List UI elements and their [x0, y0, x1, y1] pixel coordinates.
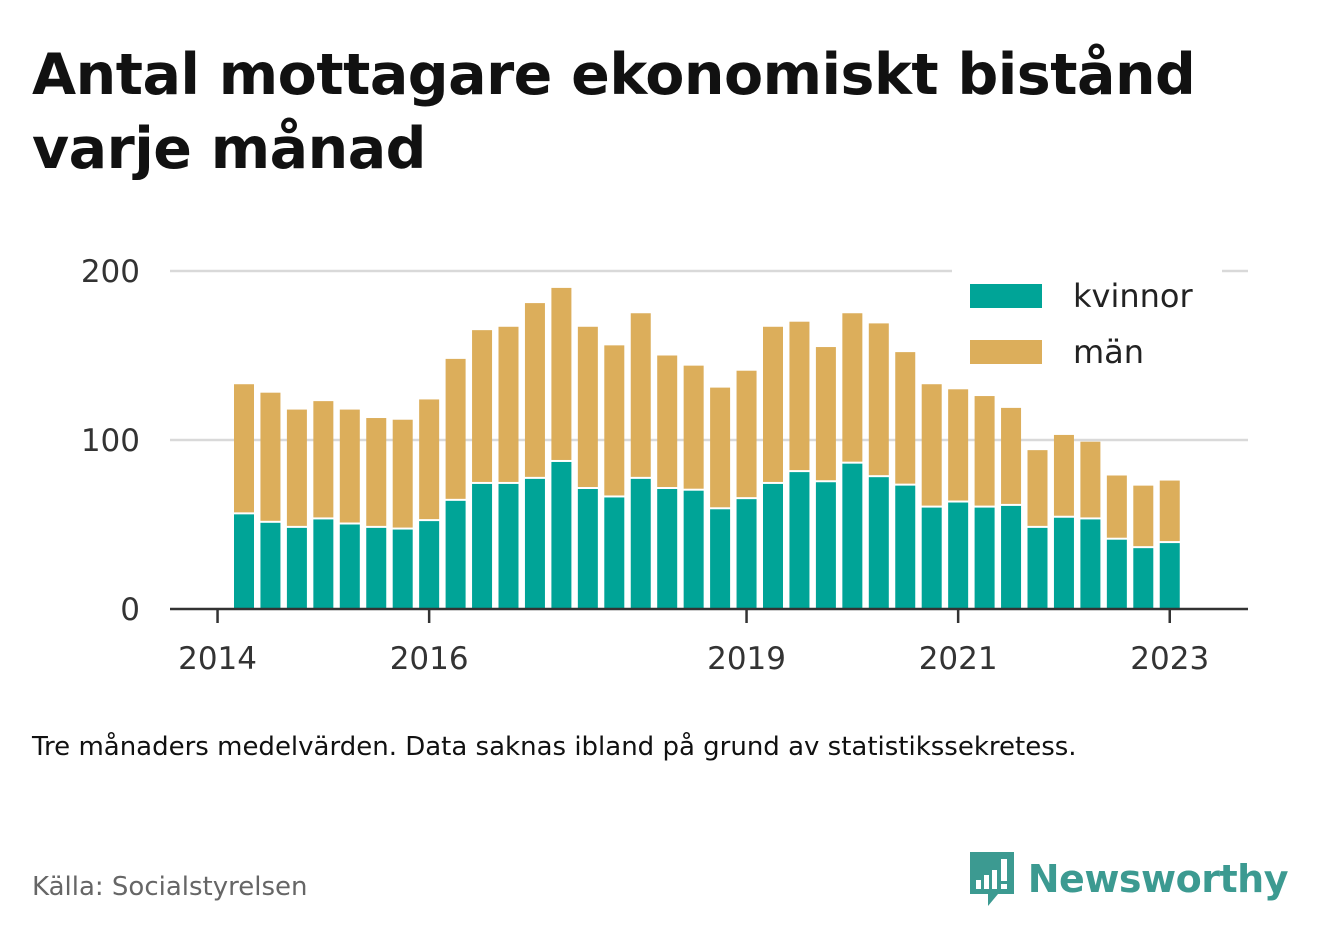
- bar-man: [260, 392, 281, 521]
- brand-logo: Newsworthy: [968, 850, 1289, 908]
- bar-man: [974, 396, 995, 506]
- bar-man: [551, 287, 572, 460]
- bar-kvinnor: [815, 482, 836, 609]
- bar-kvinnor: [551, 461, 572, 609]
- x-tick-label: 2023: [1130, 641, 1209, 677]
- bar-man: [815, 347, 836, 481]
- bar-man: [234, 384, 254, 513]
- bar-man: [948, 389, 969, 501]
- bar-man: [577, 326, 598, 488]
- bar-man: [1133, 485, 1154, 547]
- bar-man: [339, 409, 360, 523]
- bar-kvinnor: [974, 507, 995, 609]
- brand-name: Newsworthy: [1027, 857, 1289, 901]
- x-tick-label: 2016: [390, 641, 469, 677]
- bar-kvinnor: [921, 507, 942, 609]
- bar-man: [789, 321, 810, 471]
- bar-kvinnor: [472, 483, 493, 609]
- source-label: Källa: Socialstyrelsen: [32, 872, 308, 902]
- bar-man: [763, 326, 783, 482]
- chart-note: Tre månaders medelvärden. Data saknas ib…: [32, 732, 1077, 762]
- x-tick-label: 2014: [178, 641, 257, 677]
- bar-kvinnor: [948, 502, 969, 609]
- bar-man: [1027, 450, 1048, 526]
- bar-man: [1080, 441, 1101, 518]
- bar-man: [498, 326, 519, 482]
- bar-kvinnor: [339, 524, 360, 609]
- bar-kvinnor: [498, 483, 519, 609]
- bar-kvinnor: [683, 490, 704, 609]
- bar-man: [630, 313, 651, 477]
- bar-kvinnor: [630, 478, 651, 609]
- bar-kvinnor: [1159, 543, 1180, 609]
- bar-man: [392, 419, 413, 528]
- bar-kvinnor: [1001, 505, 1022, 609]
- bar-kvinnor: [868, 477, 889, 609]
- bar-kvinnor: [842, 463, 863, 609]
- bar-man: [657, 355, 678, 488]
- x-tick-label: 2019: [707, 641, 786, 677]
- bar-man: [710, 387, 731, 508]
- legend-swatch-kvinnor: [970, 284, 1042, 308]
- bar-kvinnor: [313, 519, 334, 609]
- bar-kvinnor: [1027, 527, 1048, 609]
- bar-kvinnor: [895, 485, 916, 609]
- bar-kvinnor: [763, 483, 783, 609]
- bar-kvinnor: [1106, 539, 1127, 609]
- bar-kvinnor: [445, 500, 466, 609]
- bar-kvinnor: [710, 509, 731, 609]
- bar-man: [736, 370, 757, 498]
- bar-man: [1106, 475, 1127, 538]
- bar-kvinnor: [392, 529, 413, 609]
- bar-kvinnor: [419, 521, 440, 609]
- bar-man: [868, 323, 889, 476]
- bar-kvinnor: [1053, 517, 1074, 609]
- bar-kvinnor: [524, 478, 545, 609]
- bar-man: [419, 399, 440, 520]
- y-tick-label: 100: [81, 423, 140, 459]
- legend: kvinnor män: [952, 268, 1222, 378]
- newsworthy-logo-icon: [969, 852, 1014, 906]
- bar-man: [286, 409, 307, 526]
- chart-title: Antal mottagare ekonomiskt bistånd varje…: [32, 42, 1196, 182]
- bar-man: [895, 352, 916, 484]
- bar-kvinnor: [789, 472, 810, 609]
- bars: [234, 287, 1180, 609]
- bar-kvinnor: [577, 489, 598, 609]
- y-tick-label: 0: [120, 592, 140, 628]
- legend-label-man: män: [1073, 333, 1144, 371]
- bar-kvinnor: [286, 527, 307, 609]
- bar-man: [1001, 407, 1022, 504]
- bar-kvinnor: [736, 499, 757, 609]
- bar-man: [524, 303, 545, 477]
- bar-man: [472, 330, 493, 482]
- bar-man: [683, 365, 704, 489]
- bar-man: [366, 418, 387, 526]
- axis-ticks: 0 100 200 2014 2016 2019 2021 2023: [81, 254, 1209, 677]
- bar-man: [1159, 480, 1180, 542]
- bar-man: [445, 358, 466, 499]
- bar-kvinnor: [1133, 548, 1154, 609]
- bar-man: [921, 384, 942, 506]
- bar-man: [1053, 434, 1074, 516]
- bar-kvinnor: [1080, 519, 1101, 609]
- bar-man: [313, 401, 334, 518]
- bar-kvinnor: [260, 522, 281, 609]
- y-tick-label: 200: [81, 254, 140, 290]
- legend-swatch-man: [970, 340, 1042, 364]
- legend-label-kvinnor: kvinnor: [1073, 277, 1194, 315]
- x-tick-label: 2021: [919, 641, 998, 677]
- bar-man: [604, 345, 625, 496]
- bar-man: [842, 313, 863, 462]
- chart: 0 100 200 2014 2016 2019 2021 2023 kvinnor män: [81, 254, 1248, 677]
- bar-kvinnor: [657, 489, 678, 609]
- bar-kvinnor: [366, 527, 387, 609]
- bar-kvinnor: [234, 514, 254, 609]
- bar-kvinnor: [604, 497, 625, 609]
